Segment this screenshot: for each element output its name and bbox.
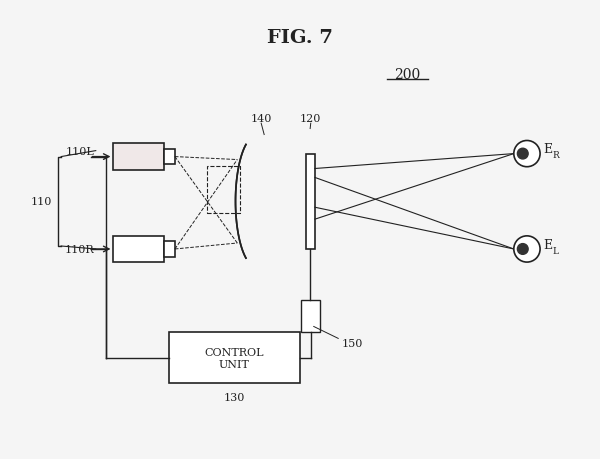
Text: 110L: 110L xyxy=(65,146,94,156)
Text: CONTROL
UNIT: CONTROL UNIT xyxy=(205,347,264,369)
Text: FIG. 7: FIG. 7 xyxy=(267,29,333,47)
Bar xyxy=(301,300,320,333)
Text: R: R xyxy=(552,151,559,160)
Circle shape xyxy=(517,244,528,255)
Text: E: E xyxy=(544,238,553,251)
FancyBboxPatch shape xyxy=(169,333,300,383)
Bar xyxy=(208,166,240,214)
Text: 110: 110 xyxy=(31,197,52,207)
Text: 150: 150 xyxy=(341,338,362,348)
Text: E: E xyxy=(544,143,553,156)
Circle shape xyxy=(517,149,528,160)
Bar xyxy=(164,150,175,165)
Text: 140: 140 xyxy=(250,113,272,123)
Text: 200: 200 xyxy=(394,68,421,82)
Text: 120: 120 xyxy=(300,113,322,123)
Circle shape xyxy=(514,141,540,168)
FancyBboxPatch shape xyxy=(113,236,164,263)
Bar xyxy=(164,242,175,257)
Text: 130: 130 xyxy=(224,392,245,402)
Text: L: L xyxy=(552,246,558,255)
Text: 110R: 110R xyxy=(64,245,94,254)
Bar xyxy=(306,154,315,249)
FancyBboxPatch shape xyxy=(113,144,164,171)
Circle shape xyxy=(514,236,540,263)
